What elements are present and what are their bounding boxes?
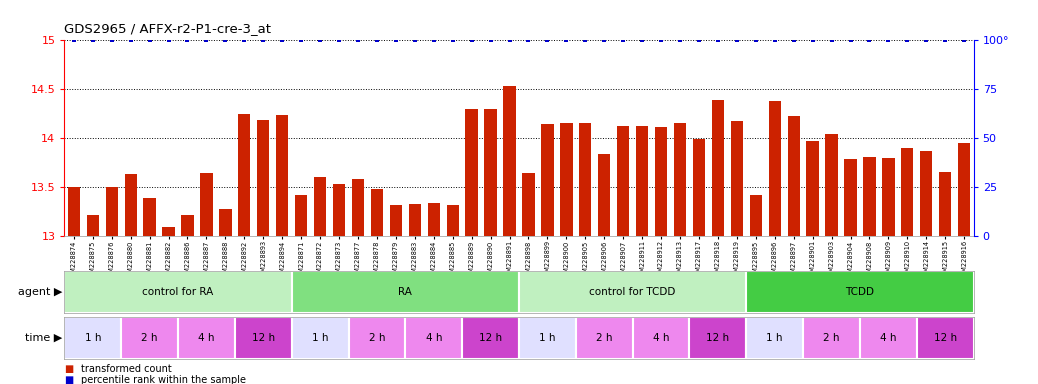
Bar (485, 109, 497, 236)
Bar (446, 205, 459, 236)
Bar (235, 317, 292, 359)
Bar (295, 195, 307, 236)
Bar (64, 317, 121, 359)
Bar (371, 189, 383, 236)
Bar (405, 317, 462, 359)
Text: 2 h: 2 h (596, 333, 612, 343)
Bar (428, 203, 440, 236)
Text: TCDD: TCDD (846, 287, 874, 297)
Bar (541, 124, 553, 236)
Text: 4 h: 4 h (880, 333, 897, 343)
Bar (746, 271, 974, 313)
Bar (655, 127, 667, 236)
Bar (349, 317, 405, 359)
Bar (576, 317, 632, 359)
Bar (674, 122, 686, 236)
Bar (901, 148, 913, 236)
Bar (917, 317, 974, 359)
Text: 2 h: 2 h (141, 333, 158, 343)
Bar (313, 177, 326, 236)
Text: control for RA: control for RA (142, 287, 214, 297)
Bar (519, 317, 576, 359)
Text: 4 h: 4 h (653, 333, 670, 343)
Bar (64, 271, 292, 313)
Bar (389, 205, 402, 236)
Bar (561, 122, 573, 236)
Text: 12 h: 12 h (933, 333, 957, 343)
Text: agent ▶: agent ▶ (18, 287, 62, 297)
Bar (803, 317, 859, 359)
Text: 1 h: 1 h (84, 333, 101, 343)
Bar (768, 101, 781, 236)
Bar (179, 317, 235, 359)
Bar (712, 100, 725, 236)
Text: 2 h: 2 h (823, 333, 840, 343)
Text: 4 h: 4 h (426, 333, 442, 343)
Bar (632, 317, 689, 359)
Bar (162, 227, 174, 236)
Bar (503, 86, 516, 236)
Text: transformed count: transformed count (81, 364, 171, 374)
Bar (522, 172, 535, 236)
Bar (519, 271, 746, 313)
Bar (749, 195, 762, 236)
Bar (200, 172, 213, 236)
Text: time ▶: time ▶ (25, 333, 62, 343)
Bar (257, 120, 270, 236)
Text: 1 h: 1 h (766, 333, 783, 343)
Bar (333, 184, 346, 236)
Bar (352, 179, 364, 236)
Bar (125, 174, 137, 236)
Bar (807, 141, 819, 236)
Bar (864, 157, 876, 236)
Text: GDS2965 / AFFX-r2-P1-cre-3_at: GDS2965 / AFFX-r2-P1-cre-3_at (64, 22, 271, 35)
Bar (182, 215, 194, 236)
Bar (86, 215, 99, 236)
Bar (617, 126, 629, 236)
Bar (958, 143, 971, 236)
Bar (67, 187, 80, 236)
Bar (636, 126, 649, 236)
Text: control for TCDD: control for TCDD (590, 287, 676, 297)
Bar (859, 317, 917, 359)
Text: RA: RA (399, 287, 412, 297)
Text: percentile rank within the sample: percentile rank within the sample (81, 375, 246, 384)
Text: 12 h: 12 h (251, 333, 275, 343)
Bar (106, 187, 118, 236)
Bar (238, 114, 250, 236)
Bar (219, 209, 231, 236)
Bar (579, 122, 592, 236)
Bar (121, 317, 179, 359)
Bar (465, 109, 477, 236)
Bar (598, 154, 610, 236)
Text: 1 h: 1 h (539, 333, 555, 343)
Bar (844, 159, 856, 236)
Bar (276, 115, 289, 236)
Text: ■: ■ (64, 375, 74, 384)
Bar (825, 134, 838, 236)
Text: ■: ■ (64, 364, 74, 374)
Bar (292, 271, 519, 313)
Bar (689, 317, 746, 359)
Text: 1 h: 1 h (311, 333, 328, 343)
Text: 12 h: 12 h (706, 333, 730, 343)
Text: 12 h: 12 h (479, 333, 502, 343)
Bar (920, 151, 932, 236)
Text: 4 h: 4 h (198, 333, 215, 343)
Bar (939, 172, 952, 236)
Bar (731, 121, 743, 236)
Bar (143, 198, 156, 236)
Bar (462, 317, 519, 359)
Text: 2 h: 2 h (368, 333, 385, 343)
Bar (788, 116, 800, 236)
Bar (409, 204, 421, 236)
Bar (882, 158, 895, 236)
Bar (692, 139, 705, 236)
Bar (746, 317, 803, 359)
Bar (292, 317, 349, 359)
